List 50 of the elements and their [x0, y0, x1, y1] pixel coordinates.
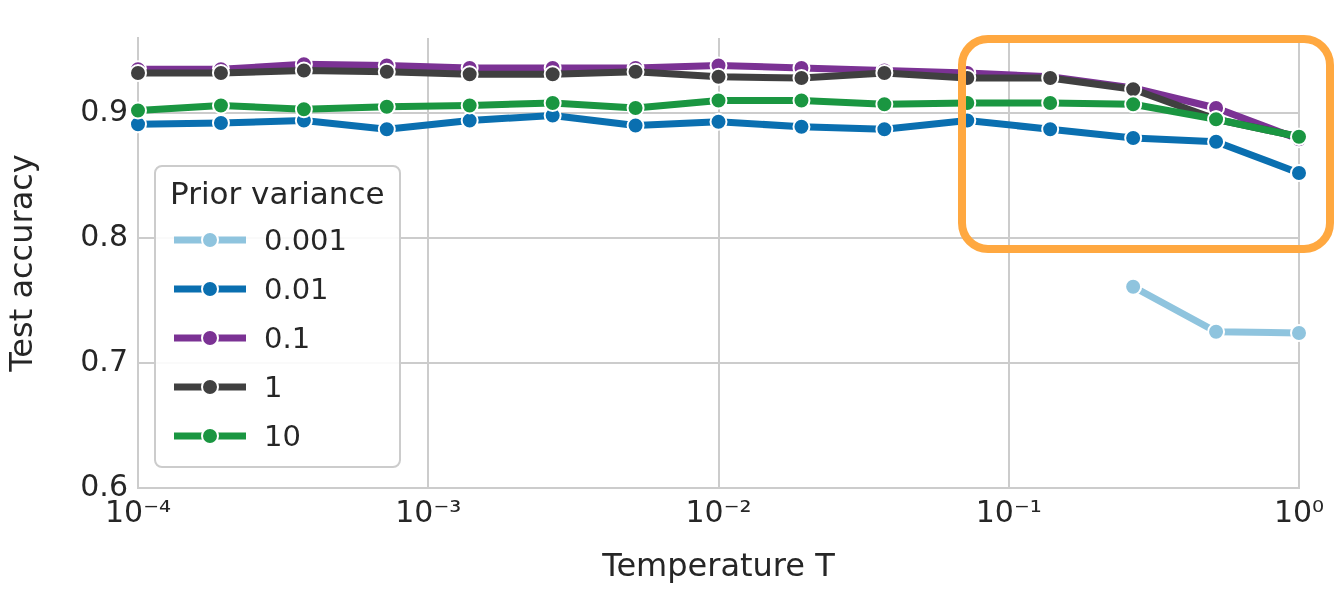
legend-label: 10	[264, 418, 301, 453]
point	[792, 91, 811, 110]
point	[460, 65, 479, 84]
x-tick-label: 10⁻³	[395, 493, 462, 529]
legend-label: 0.01	[264, 271, 329, 306]
point	[1207, 132, 1226, 151]
point	[460, 96, 479, 115]
point	[1041, 94, 1060, 112]
point	[1124, 95, 1143, 114]
point	[792, 69, 811, 87]
x-tick-label: 10⁻¹	[975, 493, 1042, 529]
legend-label: 1	[264, 369, 283, 404]
point	[709, 67, 728, 86]
y-tick-label: 0.7	[80, 342, 128, 378]
x-tick-label: 10⁻²	[685, 493, 752, 529]
legend-label: 0.1	[264, 320, 311, 355]
legend-title: Prior variance	[170, 175, 385, 211]
point	[130, 64, 147, 82]
point	[626, 62, 645, 81]
point	[709, 91, 728, 110]
point	[1290, 324, 1307, 342]
point	[875, 120, 894, 139]
legend-label: 0.001	[264, 222, 348, 257]
point	[1041, 120, 1060, 139]
point	[1290, 164, 1307, 182]
point	[130, 101, 147, 120]
y-axis-title: Test accuracy	[1, 154, 40, 373]
point	[1207, 322, 1226, 341]
point	[792, 117, 811, 136]
x-tick-label: 10⁰	[1273, 493, 1325, 529]
point	[377, 120, 396, 139]
y-tick-label: 0.9	[80, 92, 128, 128]
point	[543, 94, 562, 112]
point	[377, 97, 396, 116]
point	[626, 116, 645, 135]
x-axis-title: Temperature T	[601, 546, 836, 585]
point	[875, 95, 894, 114]
point	[543, 65, 562, 84]
point	[211, 64, 230, 82]
point	[211, 114, 230, 132]
point	[211, 96, 230, 115]
point	[377, 62, 396, 81]
point	[294, 100, 313, 119]
y-tick-label: 0.8	[80, 217, 128, 253]
point	[460, 111, 479, 130]
point	[626, 99, 645, 117]
point	[294, 61, 313, 80]
point	[709, 112, 728, 131]
point	[1124, 277, 1143, 296]
point	[1124, 129, 1143, 147]
